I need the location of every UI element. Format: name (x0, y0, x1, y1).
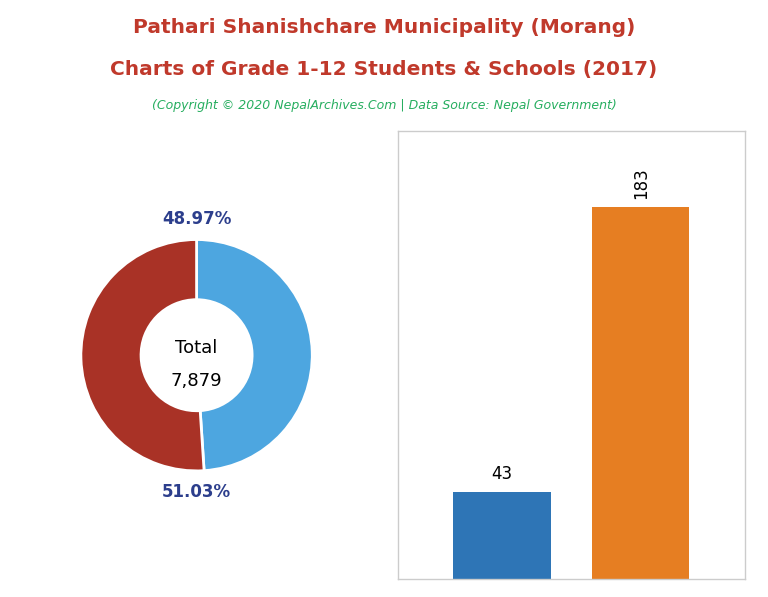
Text: 43: 43 (492, 466, 512, 484)
Text: 7,879: 7,879 (170, 372, 223, 390)
Text: 51.03%: 51.03% (162, 483, 231, 501)
Text: 48.97%: 48.97% (162, 210, 231, 227)
Text: (Copyright © 2020 NepalArchives.Com | Data Source: Nepal Government): (Copyright © 2020 NepalArchives.Com | Da… (151, 99, 617, 112)
Bar (592, 207, 690, 579)
Text: Total: Total (175, 339, 218, 357)
Wedge shape (81, 239, 204, 471)
Text: Charts of Grade 1-12 Students & Schools (2017): Charts of Grade 1-12 Students & Schools … (111, 60, 657, 79)
Wedge shape (197, 239, 313, 470)
Text: Pathari Shanishchare Municipality (Morang): Pathari Shanishchare Municipality (Moran… (133, 18, 635, 37)
Text: 183: 183 (632, 167, 650, 198)
Bar (453, 491, 551, 579)
